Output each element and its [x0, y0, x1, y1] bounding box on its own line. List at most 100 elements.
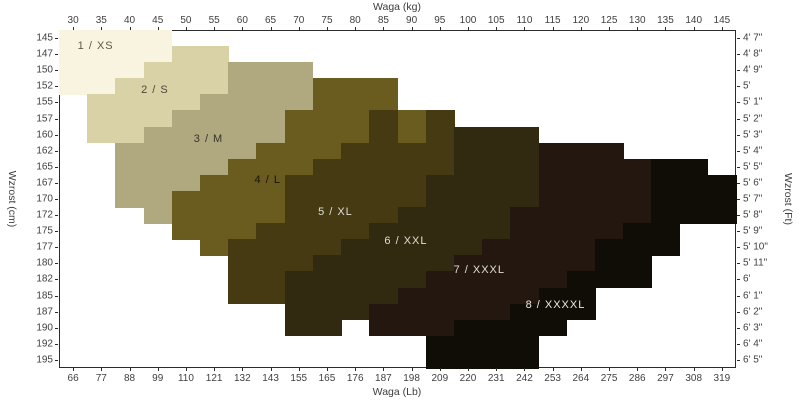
cm-tick — [55, 247, 58, 249]
kg-tick — [298, 27, 300, 30]
ft-tick — [737, 38, 740, 40]
size-region-6-xxl — [397, 207, 427, 289]
size-region-4-l — [312, 78, 342, 160]
size-region-7-xxxl — [623, 158, 652, 224]
ft-tick-label: 5' 6" — [743, 177, 763, 189]
kg-tick-label: 90 — [406, 15, 418, 26]
cm-tick — [55, 150, 58, 152]
cm-tick-label: 145 — [36, 32, 53, 44]
size-region-2-s — [171, 46, 201, 112]
cm-tick — [55, 199, 58, 200]
size-region-3-m — [228, 62, 258, 160]
ft-tick-label: 5' 8" — [743, 209, 763, 221]
lb-tick-label: 110 — [177, 373, 194, 384]
lb-tick-label: 77 — [95, 373, 107, 384]
lb-tick — [721, 368, 723, 371]
ft-tick — [737, 295, 740, 297]
ft-tick-label: 5' 4" — [743, 145, 763, 157]
ft-tick-label: 4' 7" — [743, 32, 763, 44]
kg-tick — [496, 27, 498, 30]
ft-tick-label: 6' 2" — [743, 306, 763, 318]
size-region-6-xxl — [425, 174, 455, 273]
size-region-8-xxxxl — [566, 271, 596, 321]
lb-tick-label: 143 — [262, 373, 279, 384]
size-label-2-s: 2 / S — [141, 83, 169, 96]
lb-tick — [101, 368, 103, 371]
kg-tick-label: 60 — [236, 15, 248, 26]
size-region-5-xl — [228, 239, 258, 305]
lb-tick — [637, 368, 639, 371]
kg-tick — [270, 27, 272, 30]
kg-tick — [355, 27, 357, 30]
kg-tick — [609, 27, 611, 30]
cm-tick — [55, 231, 58, 233]
size-region-3-m — [171, 110, 201, 192]
size-region-6-xxl — [369, 223, 399, 305]
kg-tick — [439, 27, 441, 30]
size-label-4-l: 4 / L — [254, 173, 281, 186]
size-region-8-xxxxl — [707, 174, 737, 224]
kg-tick — [580, 27, 582, 30]
size-region-8-xxxxl — [594, 239, 624, 289]
size-region-5-xl — [284, 174, 314, 273]
cm-tick-label: 167 — [36, 177, 53, 189]
ft-tick — [737, 134, 740, 136]
size-label-5-xl: 5 / XL — [318, 205, 353, 218]
size-region-1-xs — [115, 30, 145, 79]
kg-tick — [693, 27, 695, 30]
lb-tick-label: 209 — [431, 373, 449, 384]
size-region-7-xxxl — [482, 239, 511, 321]
ft-tick-label: 6' 4" — [743, 338, 763, 350]
ft-tick — [737, 327, 740, 329]
kg-tick-label: 115 — [544, 15, 561, 26]
size-region-7-xxxl — [397, 287, 427, 337]
size-region-5-xl — [425, 110, 455, 176]
cm-tick-label: 175 — [36, 225, 53, 237]
size-region-6-xxl — [284, 271, 314, 337]
cm-tick — [55, 86, 58, 88]
kg-tick-label: 50 — [180, 15, 192, 26]
cm-tick — [55, 182, 58, 184]
size-region-8-xxxxl — [623, 223, 652, 289]
size-region-5-xl — [369, 110, 399, 224]
ft-tick — [737, 359, 740, 361]
size-region-1-xs — [59, 30, 88, 95]
size-region-4-l — [397, 110, 427, 144]
kg-tick — [552, 27, 554, 30]
lb-tick — [73, 368, 75, 371]
kg-tick-label: 55 — [208, 15, 220, 26]
kg-tick-label: 70 — [293, 15, 305, 26]
lb-tick — [298, 368, 300, 371]
lb-tick — [524, 368, 526, 371]
kg-tick-label: 85 — [377, 15, 389, 26]
cm-tick-label: 155 — [36, 96, 53, 108]
size-region-8-xxxxl — [482, 319, 511, 369]
ft-tick-label: 5' 5" — [743, 161, 763, 173]
cm-tick — [55, 118, 58, 120]
ft-tick-label: 5' 7" — [743, 193, 763, 205]
lb-tick-label: 66 — [67, 373, 79, 384]
kg-tick-label: 95 — [434, 15, 446, 26]
lb-tick — [665, 368, 667, 371]
size-region-6-xxl — [510, 126, 540, 208]
cm-tick-label: 177 — [36, 241, 53, 253]
size-region-3-m — [284, 62, 314, 112]
kg-tick — [129, 27, 131, 30]
lb-tick-label: 198 — [403, 373, 420, 384]
kg-tick-label: 45 — [152, 15, 164, 26]
ft-tick — [737, 150, 740, 152]
lb-tick-label: 242 — [516, 373, 533, 384]
cm-tick — [55, 54, 58, 56]
ft-tick-label: 5' 1" — [743, 96, 763, 108]
lb-tick-label: 275 — [600, 373, 618, 384]
kg-tick — [665, 27, 667, 30]
lb-tick — [270, 368, 272, 371]
kg-tick-label: 100 — [459, 15, 477, 26]
kg-tick-label: 30 — [67, 15, 79, 26]
kg-tick — [157, 27, 159, 30]
cm-tick-label: 185 — [36, 290, 53, 302]
cm-tick-label: 165 — [36, 161, 53, 173]
cm-tick-label: 190 — [36, 322, 53, 334]
axis-title-weight-kg: Waga (kg) — [372, 1, 422, 13]
